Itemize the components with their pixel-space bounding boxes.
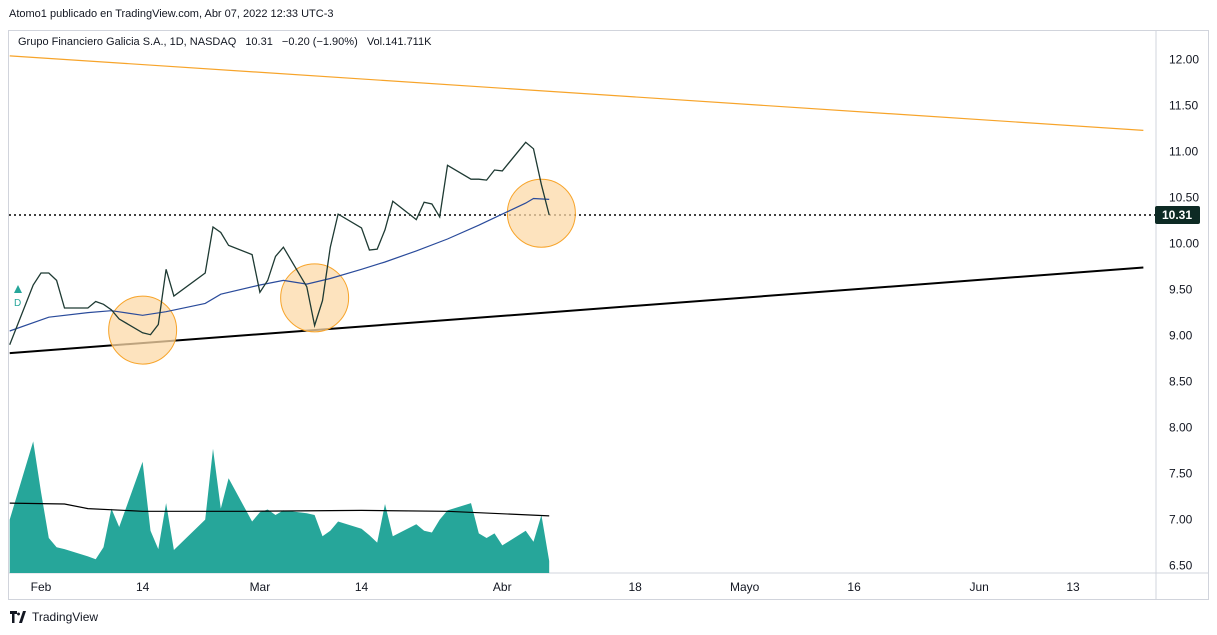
price-line — [9, 141, 550, 346]
marker-letter: D — [14, 298, 21, 309]
x-tick-label: 14 — [355, 580, 369, 594]
tradingview-brand[interactable]: TradingView — [10, 610, 98, 624]
y-tick-label: 6.50 — [1169, 559, 1193, 573]
price-tag-label: 10.31 — [1162, 208, 1192, 222]
marker-triangle-icon — [14, 285, 22, 293]
volume-value: Vol.141.711K — [366, 36, 432, 48]
y-tick-label: 10.50 — [1169, 191, 1199, 205]
highlight-layer — [108, 178, 576, 365]
y-tick-label: 9.50 — [1169, 283, 1193, 297]
volume-average-line — [9, 502, 550, 517]
x-tick-label: Abr — [493, 580, 512, 594]
highlight-circle — [506, 178, 576, 248]
current-price-layer: 10.31 — [1155, 206, 1200, 225]
lower-trendline — [9, 266, 1144, 355]
line-layer — [9, 141, 550, 346]
y-tick-label: 7.50 — [1169, 467, 1193, 481]
publisher-caption: Atomo1 publicado en TradingView.com, Abr… — [9, 8, 334, 20]
highlight-circle — [280, 263, 350, 333]
symbol-title: Grupo Financiero Galicia S.A., 1D, NASDA… — [18, 36, 237, 48]
y-tick-label: 7.00 — [1169, 513, 1193, 527]
tradingview-logo-icon — [10, 611, 26, 623]
y-tick-label: 11.00 — [1169, 145, 1198, 159]
price-change: −0.20 (−1.90%) — [281, 36, 358, 48]
x-axis-ticks: Feb 14 Mar 14 Abr 18 Mayo 16 Jun 13 — [31, 580, 1080, 594]
y-tick-label: 9.00 — [1169, 329, 1193, 343]
x-tick-label: 16 — [847, 580, 861, 594]
x-tick-label: Jun — [970, 580, 989, 594]
volume-layer — [9, 441, 550, 573]
y-tick-label: 12.00 — [1169, 53, 1199, 67]
y-tick-label: 8.00 — [1169, 421, 1193, 435]
moving-average-line — [9, 197, 550, 332]
brand-label: TradingView — [32, 610, 99, 624]
dividend-marker[interactable]: D — [14, 285, 22, 309]
x-tick-label: Feb — [31, 580, 52, 594]
x-tick-label: 13 — [1066, 580, 1080, 594]
y-tick-label: 8.50 — [1169, 375, 1193, 389]
volume-area — [9, 441, 550, 573]
x-tick-label: 18 — [629, 580, 643, 594]
y-tick-label: 11.50 — [1169, 99, 1198, 113]
y-tick-label: 10.00 — [1169, 237, 1199, 251]
chart-frame — [8, 30, 1209, 600]
highlight-circle — [108, 295, 178, 365]
x-tick-label: Mayo — [730, 580, 760, 594]
y-axis-ticks: 12.00 11.50 11.00 10.50 10.00 9.50 9.00 8.50 8.0… — [1169, 53, 1199, 573]
last-price: 10.31 — [245, 36, 273, 48]
x-tick-label: 14 — [136, 580, 150, 594]
upper-trendline — [9, 55, 1144, 131]
symbol-legend: Grupo Financiero Galicia S.A., 1D, NASDA… — [18, 36, 437, 48]
price-tag — [1155, 206, 1200, 225]
trendline-layer — [9, 55, 1156, 355]
x-tick-label: Mar — [250, 580, 271, 594]
